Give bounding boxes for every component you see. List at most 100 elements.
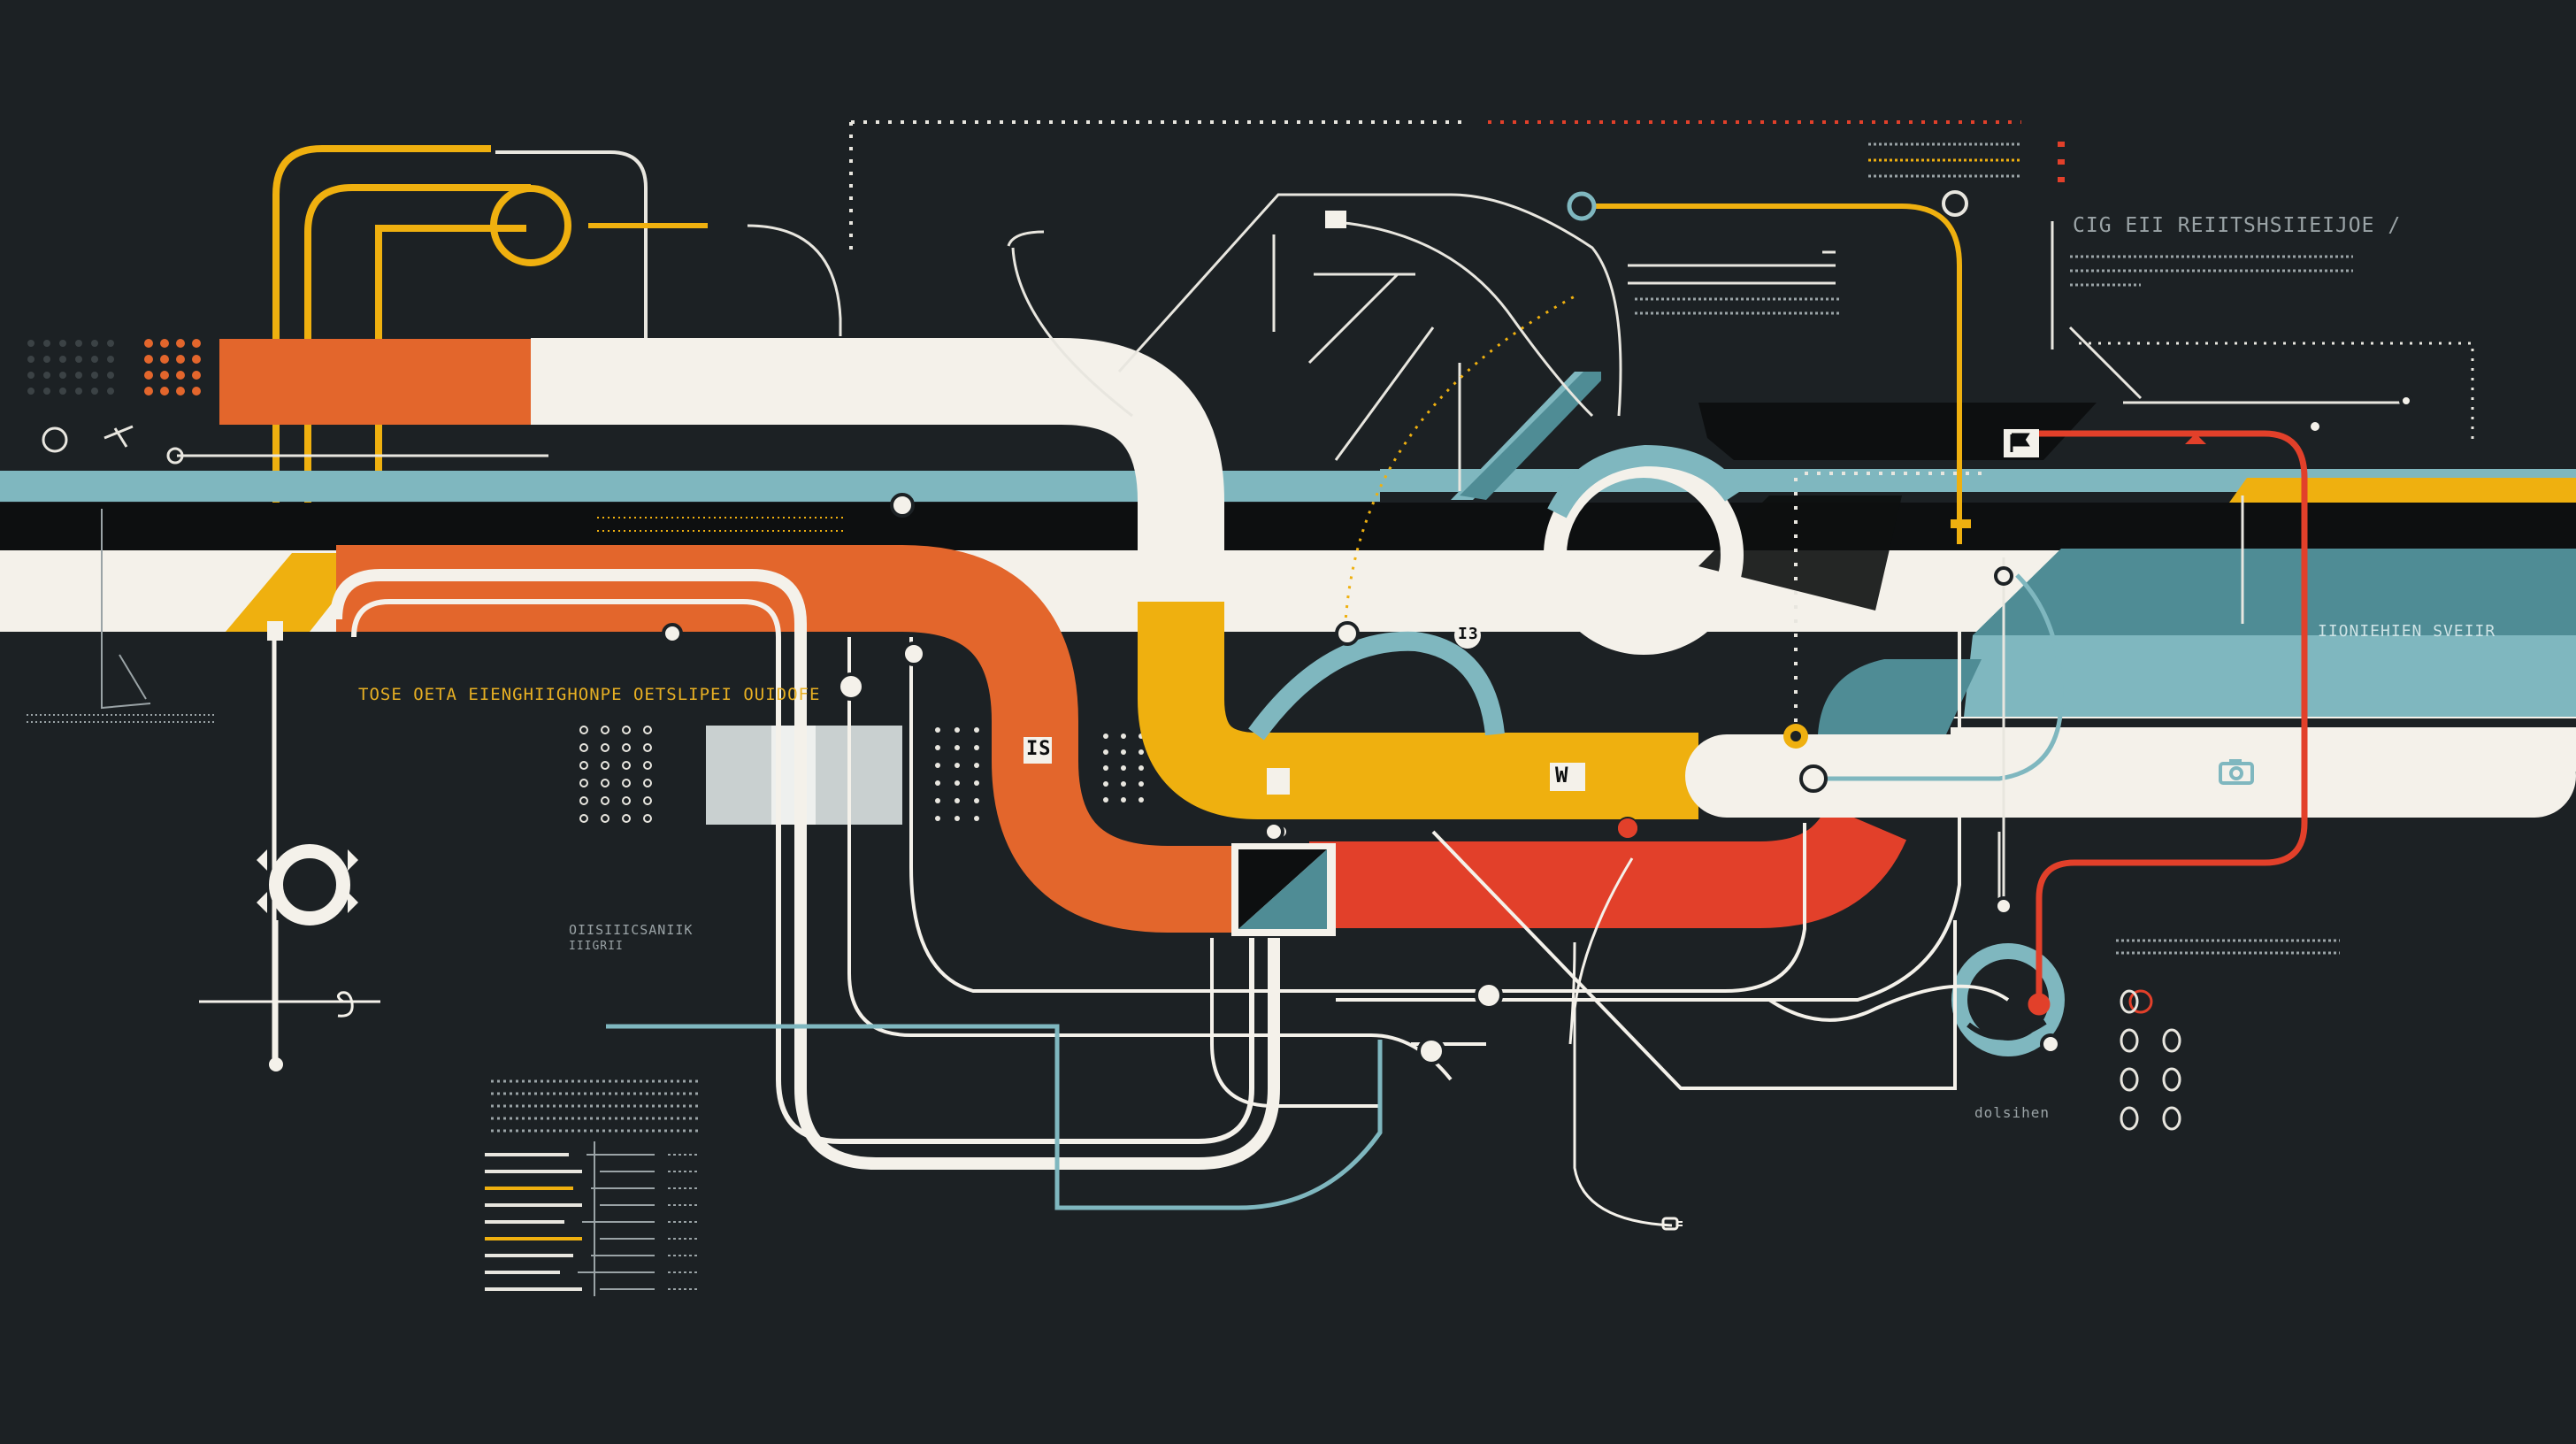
mid-grid-dot	[1103, 781, 1108, 787]
black-block	[575, 509, 854, 544]
teal-diagonal	[1451, 372, 1601, 500]
red-grid-dot	[160, 339, 169, 348]
mid-grid-dot	[1138, 781, 1144, 787]
mid-grid-dot	[1121, 781, 1126, 787]
mid-grid-dot	[1103, 797, 1108, 803]
mid-grid-dot	[1138, 797, 1144, 803]
mid-grid-ring	[601, 779, 610, 787]
left-red-dot-grid	[144, 339, 201, 396]
mid-grid-ring	[622, 743, 631, 752]
cream-main-pipe	[531, 338, 1224, 602]
right-band-label: IIONIEHIEN SVEIIR	[2318, 622, 2496, 641]
mid-grid-dot	[935, 780, 940, 786]
grid-dot	[59, 388, 66, 395]
orange-arrow-band	[219, 339, 582, 425]
plug-icon	[1661, 1215, 1684, 1233]
mid-grid-dot	[1103, 765, 1108, 771]
mid-grid-dot	[954, 780, 960, 786]
red-grid-dot	[176, 387, 185, 396]
red-grid-dot	[160, 355, 169, 364]
red-grid-dot	[192, 355, 201, 364]
mid-grid-ring	[601, 761, 610, 770]
grid-dot	[43, 388, 50, 395]
glyph-mark	[2120, 1028, 2139, 1053]
pipe-node	[890, 493, 915, 518]
red-wire	[2028, 430, 2308, 1016]
mid-grid-ring	[579, 796, 588, 805]
red-grid-dot	[144, 387, 153, 396]
mid-grid-ring	[622, 796, 631, 805]
spiral-glyph-icon	[331, 982, 363, 1025]
node-label-a: IS	[1026, 738, 1052, 760]
grid-dot	[27, 340, 34, 347]
mid-grid-dot	[1121, 749, 1126, 755]
mid-grid-ring	[579, 814, 588, 823]
glyph-mark	[2120, 1106, 2139, 1131]
mid-grid-dot	[954, 763, 960, 768]
pipe-node	[1417, 1037, 1445, 1065]
mid-grid-ring	[643, 743, 652, 752]
left-dot-grid	[27, 340, 114, 395]
pipe-node	[2399, 394, 2413, 408]
grid-dot	[91, 356, 98, 363]
pipe-node	[662, 623, 683, 644]
pipe-node	[837, 672, 865, 701]
mid-grid-dot	[954, 798, 960, 803]
grid-dot	[91, 340, 98, 347]
mid-grid-dot	[954, 816, 960, 821]
top-dotted-frame	[849, 120, 2065, 257]
red-grid-dot	[192, 387, 201, 396]
flag-icon	[2006, 431, 2036, 456]
node-label-b: W	[1555, 763, 1569, 787]
mid-grid-ring	[643, 779, 652, 787]
grid-dot	[27, 372, 34, 379]
mid-grid-ring	[579, 743, 588, 752]
grid-dot	[43, 356, 50, 363]
teal-thin-lines	[606, 573, 2064, 1210]
mid-grid-dot	[974, 798, 979, 803]
red-grid-dot	[176, 371, 185, 380]
glyph-mark	[2162, 1106, 2181, 1131]
node-label-c: I3	[1458, 625, 1479, 643]
mid-grid-dot	[974, 780, 979, 786]
pipe-node	[1263, 821, 1284, 842]
red-grid-dot	[160, 371, 169, 380]
grid-dot	[75, 356, 82, 363]
mid-grid-dot	[1121, 734, 1126, 739]
grid-dot	[107, 356, 114, 363]
glyph-mark	[2162, 1028, 2181, 1053]
red-grid-dot	[144, 339, 153, 348]
node-dots	[662, 394, 2413, 1065]
warning-triangle-icon	[2043, 670, 2079, 689]
left-gauge	[101, 509, 358, 1071]
grid-dot	[91, 372, 98, 379]
mid-grid-dot	[954, 727, 960, 733]
mid-grid-ring	[601, 743, 610, 752]
left-small-box-sub: IIIGRII	[569, 940, 624, 953]
left-small-box-label: OIISIIICSANIIK	[569, 922, 694, 938]
mid-grid-dot	[1103, 734, 1108, 739]
mid-grid-ring	[622, 726, 631, 734]
right-glyph-grid	[2120, 989, 2181, 1131]
red-grid-dot	[176, 355, 185, 364]
mid-grid-dot	[1103, 749, 1108, 755]
mid-grid-dot	[1121, 765, 1126, 771]
grid-dot	[91, 388, 98, 395]
pipe-node	[1994, 896, 2013, 916]
junction-box	[1231, 843, 1336, 936]
camera-icon	[2219, 758, 2254, 785]
mid-grid-ring	[643, 726, 652, 734]
mid-grid-ring	[622, 779, 631, 787]
mid-grid-dot	[974, 745, 979, 750]
grid-dot	[75, 372, 82, 379]
mid-grid-dot	[1121, 797, 1126, 803]
pipe-node	[2307, 419, 2323, 434]
mid-grid-dot	[974, 816, 979, 821]
mid-grid-ring	[579, 761, 588, 770]
mid-grid-ring	[579, 779, 588, 787]
mid-grid-dot	[935, 816, 940, 821]
grid-dot	[43, 372, 50, 379]
mid-grid-dot	[1138, 765, 1144, 771]
pipe-node	[901, 641, 926, 666]
